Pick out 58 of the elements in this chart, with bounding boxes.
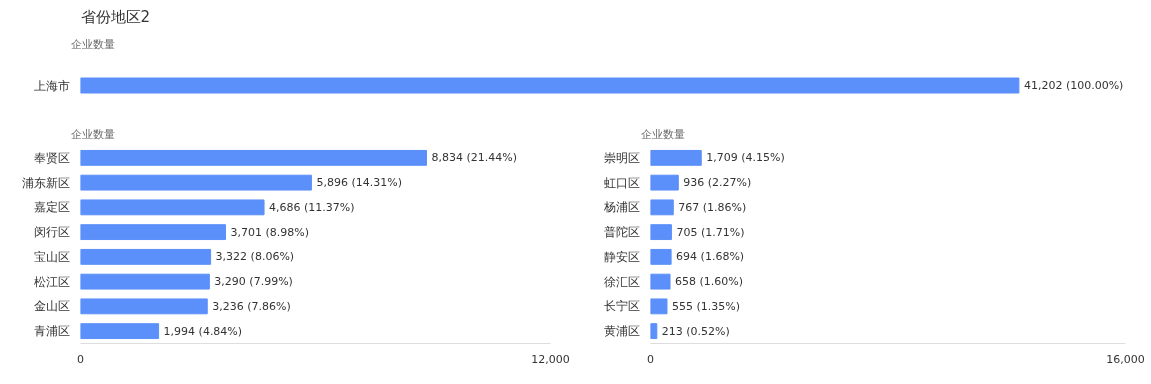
data-label: 3,290 (7.99%)	[214, 275, 293, 289]
data-label: 3,236 (7.86%)	[212, 299, 291, 313]
data-label: 705 (1.71%)	[676, 225, 745, 239]
data-label: 936 (2.27%)	[683, 176, 752, 190]
bar	[80, 248, 212, 265]
data-label: 41,202 (100.00%)	[1023, 79, 1124, 92]
data-label: 3,701 (8.98%)	[230, 225, 309, 239]
y-tick-label: 黄浦区	[603, 324, 640, 339]
y-tick-label: 浦东新区	[21, 175, 70, 190]
x-axis-title: 企业数量	[640, 127, 685, 141]
data-label: 658 (1.60%)	[675, 275, 744, 289]
data-label: 3,322 (8.06%)	[215, 250, 295, 264]
chart-title: 省份地区2	[80, 7, 151, 26]
bar	[80, 199, 265, 216]
bar	[80, 224, 226, 241]
data-label: 4,686 (11.37%)	[269, 200, 355, 214]
bar	[650, 323, 658, 340]
bar	[650, 248, 672, 265]
data-label: 213 (0.52%)	[661, 324, 730, 338]
y-tick-label: 虹口区	[603, 175, 640, 190]
bar	[80, 273, 210, 290]
y-tick-label: 徐汇区	[603, 274, 640, 289]
bar	[80, 149, 427, 166]
bar	[650, 199, 674, 216]
x-tick-label: 0	[647, 352, 654, 366]
bar	[650, 298, 668, 315]
bar	[650, 149, 702, 166]
x-tick-label: 12,000	[531, 352, 570, 366]
y-tick-label: 长宁区	[603, 299, 640, 314]
bar	[80, 298, 208, 315]
bar	[650, 224, 672, 241]
y-tick-label: 崇明区	[603, 150, 640, 165]
data-label: 555 (1.35%)	[671, 299, 741, 313]
y-tick-label: 嘉定区	[33, 200, 70, 215]
y-tick-label: 普陀区	[603, 225, 640, 240]
y-tick-label: 闵行区	[33, 225, 70, 240]
x-axis-title: 企业数量	[70, 127, 115, 141]
y-tick-label: 杨浦区	[602, 200, 640, 215]
data-label: 1,709 (4.15%)	[706, 151, 785, 165]
data-label: 694 (1.68%)	[676, 250, 745, 264]
data-label: 8,834 (21.44%)	[431, 151, 518, 165]
data-label: 1,994 (4.84%)	[163, 324, 243, 338]
bar	[80, 323, 160, 340]
x-axis-title: 企业数量	[70, 37, 115, 51]
data-label: 5,896 (14.31%)	[316, 176, 402, 190]
y-tick-label: 奉贤区	[33, 150, 70, 165]
y-tick-label: 金山区	[33, 299, 70, 314]
data-label: 767 (1.86%)	[678, 200, 747, 214]
bar	[650, 273, 671, 290]
bar	[80, 174, 312, 191]
y-tick-label: 宝山区	[33, 249, 70, 264]
x-tick-label: 0	[77, 352, 84, 366]
bar	[650, 174, 679, 191]
y-tick-label: 静安区	[603, 249, 640, 264]
x-tick-label: 16,000	[1106, 352, 1145, 366]
y-tick-label: 松江区	[33, 274, 70, 289]
y-tick-label: 上海市	[33, 78, 70, 93]
y-tick-label: 青浦区	[33, 324, 70, 339]
